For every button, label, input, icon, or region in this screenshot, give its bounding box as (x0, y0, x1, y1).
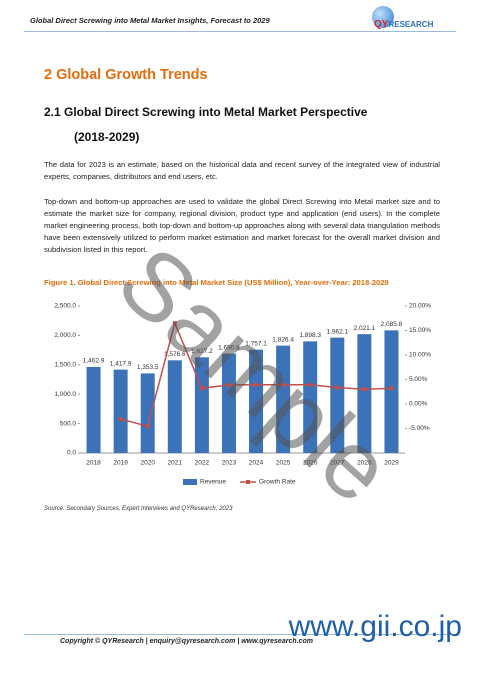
bar-value-label: 1,898.3 (299, 332, 321, 339)
line-marker (335, 385, 340, 390)
logo-globe (372, 6, 394, 28)
y2-tick-label: 5.00% (409, 376, 428, 383)
bar (221, 353, 236, 453)
line-marker (172, 321, 177, 326)
bar-value-label: 1,826.4 (272, 336, 294, 343)
bar (276, 345, 291, 453)
y-tick-label: 2,500.0 (54, 303, 76, 310)
x-tick-label: 2027 (330, 460, 345, 467)
bar (113, 369, 128, 453)
site-watermark: www.gii.co.jp (288, 610, 462, 643)
figure-caption: Figure 1. Global Direct Screwing into Me… (44, 278, 389, 287)
logo-prefix: QY (374, 19, 389, 30)
legend-label: Growth Rate (259, 479, 296, 486)
logo-text: QYRESEARCH (374, 19, 433, 30)
logo-suffix: RESEARCH (388, 20, 434, 29)
subsection-heading: 2.1 Global Direct Screwing into Metal Ma… (44, 105, 368, 119)
bar-value-label: 1,576.6 (164, 351, 186, 358)
bar (140, 373, 155, 453)
y2-tick-label: 20.00% (409, 303, 431, 310)
legend-swatch-marker (246, 480, 251, 484)
bar-value-label: 2,085.8 (381, 321, 403, 328)
line-marker (199, 386, 204, 391)
x-tick-label: 2018 (86, 460, 101, 467)
bar (330, 337, 345, 453)
line-marker (226, 382, 231, 387)
bar-value-label: 1,627.2 (191, 348, 213, 355)
legend-label: Revenue (200, 479, 226, 486)
line-marker (281, 382, 286, 387)
y2-tick-label: 15.00% (409, 327, 431, 334)
line-marker (308, 382, 313, 387)
paragraph: The data for 2023 is an estimate, based … (44, 160, 440, 181)
line-marker (145, 424, 150, 429)
x-tick-label: 2026 (303, 460, 318, 467)
x-tick-label: 2024 (249, 460, 264, 467)
x-tick-label: 2021 (168, 460, 183, 467)
line-marker (362, 387, 367, 392)
y2-tick-label: 0.00% (409, 401, 428, 408)
bar-value-label: 2,021.1 (354, 325, 376, 332)
line-marker (254, 382, 259, 387)
footer-rule (24, 634, 456, 635)
y-tick-label: 500.0 (60, 420, 77, 427)
legend-swatch (183, 479, 197, 485)
x-tick-label: 2023 (222, 460, 237, 467)
y2-tick-label: 10.00% (409, 352, 431, 359)
y-tick-label: 1,000.0 (54, 391, 76, 398)
bar (357, 334, 372, 453)
bar (384, 330, 399, 453)
bar (303, 341, 318, 453)
x-tick-label: 2028 (357, 460, 372, 467)
x-tick-label: 2029 (384, 460, 399, 467)
y-tick-label: 1,500.0 (54, 362, 76, 369)
logo: QYRESEARCH (368, 6, 468, 34)
bar (167, 360, 182, 453)
bar-value-label: 1,690.8 (218, 344, 240, 351)
subsection-years: (2018-2029) (74, 130, 140, 144)
x-tick-label: 2022 (195, 460, 210, 467)
bar-value-label: 1,962.1 (326, 328, 348, 335)
bar-value-label: 1,417.9 (110, 360, 132, 367)
bar (86, 366, 101, 453)
x-tick-label: 2025 (276, 460, 291, 467)
y-tick-label: 0.0 (67, 450, 76, 457)
line-marker (389, 386, 394, 391)
x-tick-label: 2019 (113, 460, 128, 467)
header-title: Global Direct Screwing into Metal Market… (30, 16, 270, 25)
paragraph: Top-down and bottom-up approaches are us… (44, 197, 440, 254)
source-note: Source: Secondary Sources, Expert Interv… (44, 506, 233, 512)
bar (249, 349, 264, 453)
bar-value-label: 1,462.9 (83, 358, 105, 365)
footer: Copyright © QYResearch | enquiry@qyresea… (60, 638, 313, 645)
y-tick-label: 2,000.0 (54, 332, 76, 339)
line-marker (118, 417, 123, 422)
bar-value-label: 1,757.1 (245, 340, 267, 347)
x-tick-label: 2020 (140, 460, 155, 467)
section-heading: 2 Global Growth Trends (44, 67, 208, 83)
bar-value-label: 1,353.5 (137, 364, 159, 371)
header-rule (24, 31, 456, 32)
y2-tick-label: -5.00% (409, 425, 430, 432)
